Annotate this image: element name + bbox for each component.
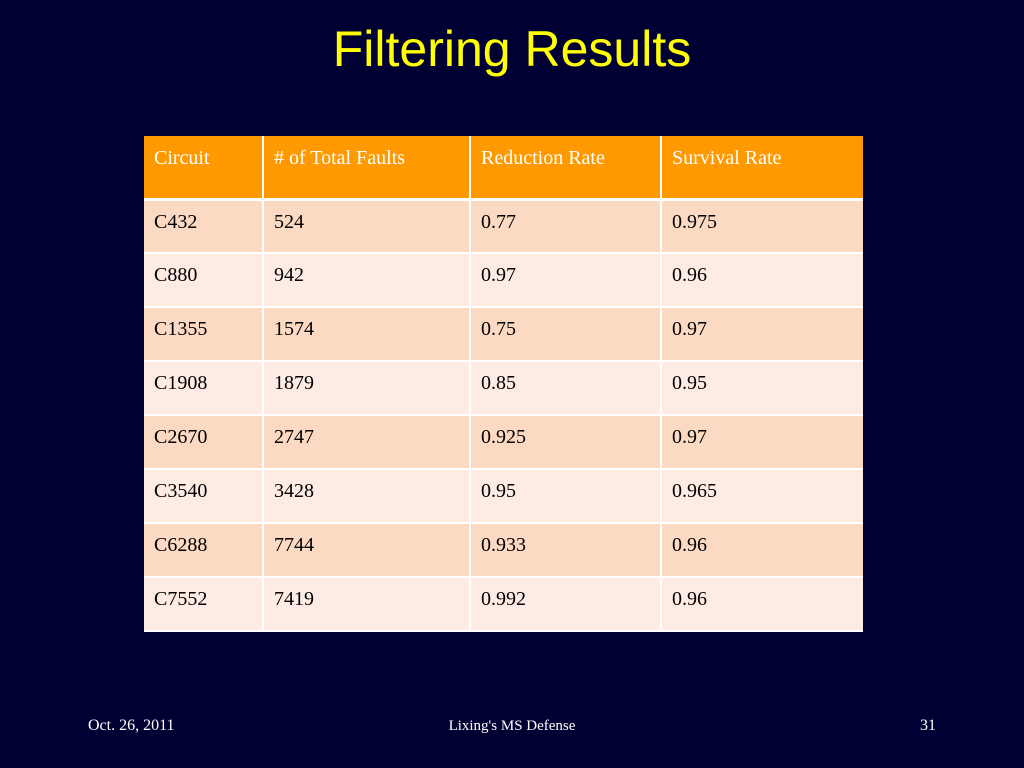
table-row: C880 942 0.97 0.96 bbox=[144, 253, 863, 308]
cell-survival-rate: 0.97 bbox=[661, 307, 863, 362]
cell-total-faults: 942 bbox=[263, 253, 471, 308]
table-row: C2670 2747 0.925 0.97 bbox=[144, 415, 863, 470]
cell-circuit: C7552 bbox=[144, 577, 264, 632]
cell-reduction-rate: 0.992 bbox=[470, 577, 662, 632]
cell-survival-rate: 0.95 bbox=[661, 361, 863, 416]
slide-title: Filtering Results bbox=[332, 21, 692, 77]
cell-total-faults: 7419 bbox=[263, 577, 471, 632]
cell-reduction-rate: 0.97 bbox=[470, 253, 662, 308]
footer-date: Oct. 26, 2011 bbox=[88, 717, 175, 734]
table-row: C6288 7744 0.933 0.96 bbox=[144, 523, 863, 578]
cell-survival-rate: 0.97 bbox=[661, 415, 863, 470]
cell-circuit: C432 bbox=[144, 199, 264, 254]
cell-reduction-rate: 0.925 bbox=[470, 415, 662, 470]
header-reduction-rate: Reduction Rate bbox=[470, 136, 662, 201]
cell-reduction-rate: 0.85 bbox=[470, 361, 662, 416]
table-row: C7552 7419 0.992 0.96 bbox=[144, 577, 863, 632]
cell-survival-rate: 0.965 bbox=[661, 469, 863, 524]
cell-survival-rate: 0.96 bbox=[661, 253, 863, 308]
cell-total-faults: 7744 bbox=[263, 523, 471, 578]
cell-reduction-rate: 0.77 bbox=[470, 199, 662, 254]
cell-circuit: C1355 bbox=[144, 307, 264, 362]
results-table: Circuit # of Total Faults Reduction Rate… bbox=[144, 136, 863, 632]
cell-circuit: C3540 bbox=[144, 469, 264, 524]
cell-total-faults: 2747 bbox=[263, 415, 471, 470]
cell-total-faults: 524 bbox=[263, 199, 471, 254]
table-row: C1355 1574 0.75 0.97 bbox=[144, 307, 863, 362]
cell-circuit: C880 bbox=[144, 253, 264, 308]
cell-survival-rate: 0.96 bbox=[661, 523, 863, 578]
cell-survival-rate: 0.96 bbox=[661, 577, 863, 632]
cell-circuit: C6288 bbox=[144, 523, 264, 578]
footer-presentation-title: Lixing's MS Defense bbox=[448, 718, 576, 734]
header-total-faults: # of Total Faults bbox=[263, 136, 471, 201]
cell-total-faults: 3428 bbox=[263, 469, 471, 524]
cell-reduction-rate: 0.95 bbox=[470, 469, 662, 524]
cell-total-faults: 1879 bbox=[263, 361, 471, 416]
table-row: C432 524 0.77 0.975 bbox=[144, 199, 863, 254]
header-circuit: Circuit bbox=[144, 136, 264, 201]
cell-survival-rate: 0.975 bbox=[661, 199, 863, 254]
cell-circuit: C2670 bbox=[144, 415, 264, 470]
cell-circuit: C1908 bbox=[144, 361, 264, 416]
table-row: C3540 3428 0.95 0.965 bbox=[144, 469, 863, 524]
header-survival-rate: Survival Rate bbox=[661, 136, 863, 201]
cell-reduction-rate: 0.933 bbox=[470, 523, 662, 578]
table-header-row: Circuit # of Total Faults Reduction Rate… bbox=[144, 136, 863, 201]
slide-number: 31 bbox=[920, 717, 936, 734]
table-row: C1908 1879 0.85 0.95 bbox=[144, 361, 863, 416]
cell-total-faults: 1574 bbox=[263, 307, 471, 362]
cell-reduction-rate: 0.75 bbox=[470, 307, 662, 362]
